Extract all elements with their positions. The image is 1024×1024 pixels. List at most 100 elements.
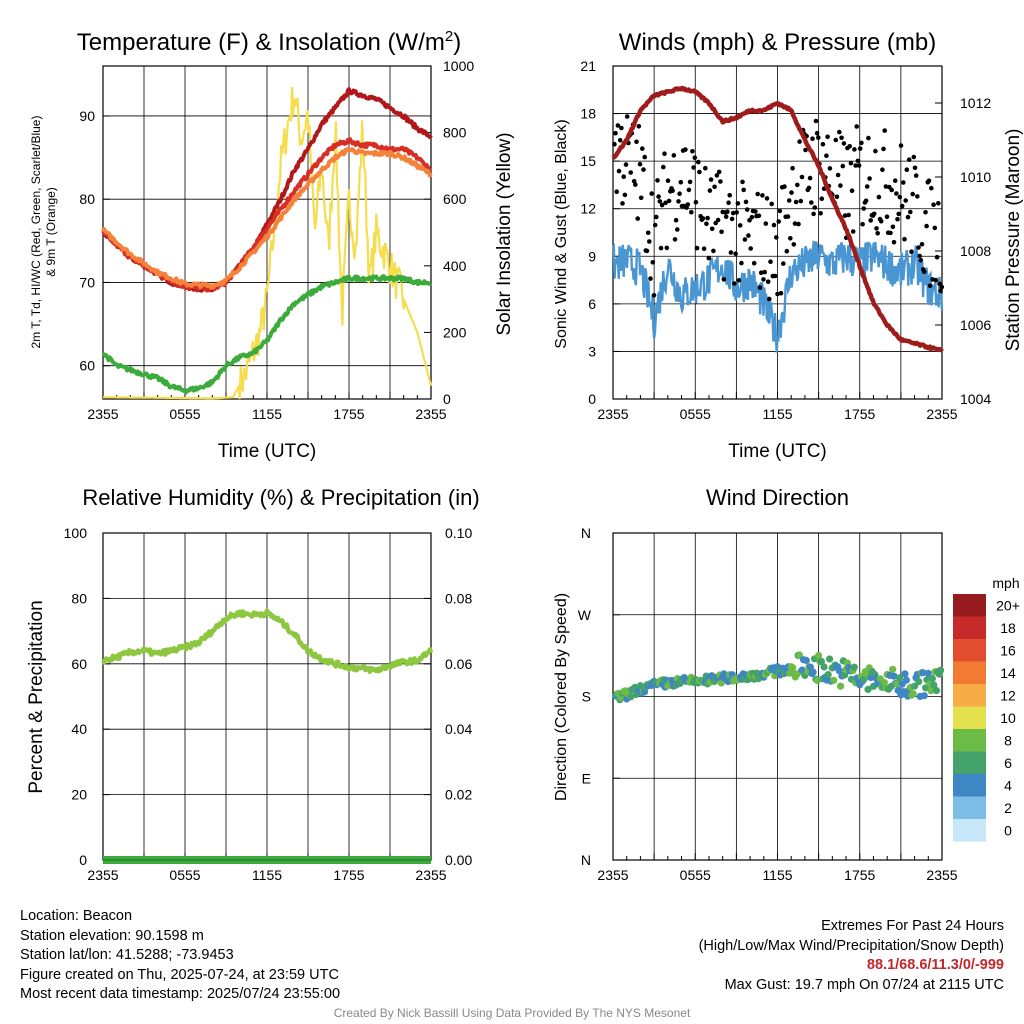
gust-point — [785, 214, 791, 219]
gust-point — [659, 202, 665, 208]
gust-point — [938, 288, 943, 294]
gust-point — [841, 141, 847, 146]
rh-xtick-label: 0555 — [169, 867, 200, 883]
wind-xtick-label: 1155 — [762, 406, 792, 422]
rh-xtick-label: 1755 — [333, 867, 364, 883]
gust-point — [638, 195, 644, 201]
gust-point — [807, 175, 813, 181]
elevation-text: Station elevation: 90.1598 m — [20, 927, 204, 944]
rh-y2tick-label: 0.02 — [445, 787, 472, 803]
gust-point — [748, 246, 753, 251]
gust-point — [662, 151, 667, 156]
gust-point — [767, 296, 772, 302]
gust-point — [859, 140, 864, 146]
gust-point — [888, 230, 893, 236]
gust-point — [700, 216, 706, 221]
wdir-xtick-label: 1155 — [762, 867, 792, 883]
wind-title: Winds (mph) & Pressure (mb) — [619, 29, 936, 56]
gust-point — [742, 237, 748, 242]
gust-point — [665, 178, 671, 183]
gust-point — [790, 165, 795, 171]
gust-point — [926, 178, 932, 184]
gust-point — [637, 161, 643, 167]
gust-point — [685, 202, 691, 207]
gust-point — [781, 261, 786, 266]
colorbar-label: 4 — [1004, 777, 1012, 793]
wind-ytick-label: 9 — [588, 248, 596, 264]
gust-point — [689, 209, 694, 215]
gust-point — [714, 173, 720, 178]
extremes-info: Extremes For Past 24 Hours (High/Low/Max… — [699, 917, 1004, 995]
gust-point — [690, 149, 695, 154]
gust-point — [915, 194, 920, 199]
gust-point — [833, 137, 839, 143]
wdir-point — [830, 676, 838, 684]
temp-xlabel: Time (UTC) — [218, 441, 317, 462]
gust-point — [876, 194, 882, 200]
colorbar-label: 8 — [1004, 732, 1012, 748]
wdir-point — [798, 666, 806, 674]
gust-point — [641, 167, 646, 172]
gust-point — [716, 169, 722, 175]
gust-point — [678, 179, 684, 185]
wind-ylabel: Sonic Wind & Gust (Blue, Black) — [553, 119, 570, 348]
wdir-point — [895, 674, 904, 682]
gust-point — [856, 163, 862, 168]
wdir-point — [820, 663, 828, 671]
gust-point — [927, 283, 933, 289]
gust-point — [842, 213, 848, 218]
gust-point — [726, 200, 731, 205]
gust-point — [934, 254, 940, 260]
gust-point — [932, 225, 938, 231]
wdir-point — [915, 678, 923, 686]
gust-point — [902, 236, 907, 242]
gust-point — [693, 200, 699, 205]
gust-point — [850, 229, 856, 234]
gust-point — [839, 135, 844, 141]
temp-y2tick-label: 400 — [443, 258, 467, 274]
temp-xtick-label: 0555 — [169, 406, 200, 422]
gust-point — [811, 211, 816, 217]
gust-point — [924, 223, 929, 229]
colorbar-label: 18 — [1000, 620, 1016, 636]
gust-point — [708, 177, 714, 182]
gust-point — [798, 198, 804, 204]
gust-point — [882, 128, 887, 133]
gust-point — [715, 217, 721, 223]
gust-point — [728, 250, 734, 255]
gust-point — [737, 223, 743, 228]
gust-point — [623, 162, 629, 167]
colorbar-swatch — [953, 684, 986, 707]
gust-point — [909, 249, 914, 254]
gust-point — [786, 198, 792, 203]
gust-point — [939, 284, 945, 290]
colorbar-label: 2 — [1004, 800, 1012, 816]
colorbar-unit: mph — [992, 575, 1019, 591]
wdir-point — [795, 651, 804, 659]
gust-point — [881, 146, 886, 152]
temp-xtick-label: 1755 — [333, 406, 364, 422]
gust-point — [782, 184, 787, 189]
wdir-point — [864, 685, 872, 694]
gust-point — [775, 291, 780, 297]
temp-xtick-label: 1155 — [252, 406, 282, 422]
gust-point — [675, 227, 680, 232]
gust-point — [899, 203, 905, 209]
gust-point — [777, 208, 783, 214]
gust-point — [803, 147, 808, 153]
wind-xtick-label: 2355 — [597, 406, 628, 422]
gust-point — [846, 212, 851, 218]
gust-point — [819, 196, 825, 201]
wind-y2tick-label: 1010 — [960, 169, 991, 185]
gust-point — [806, 185, 812, 191]
solar-series-line — [103, 86, 433, 400]
gust-point — [827, 166, 833, 171]
latlon-text: Station lat/lon: 41.5288; -73.9453 — [20, 947, 234, 963]
gust-point — [892, 178, 898, 183]
rh-y2tick-label: 0.08 — [445, 590, 472, 606]
gust-point — [838, 183, 843, 188]
gust-point — [898, 143, 904, 148]
wdir-point — [636, 682, 645, 690]
gust-point — [686, 187, 692, 193]
gust-point — [776, 219, 781, 224]
